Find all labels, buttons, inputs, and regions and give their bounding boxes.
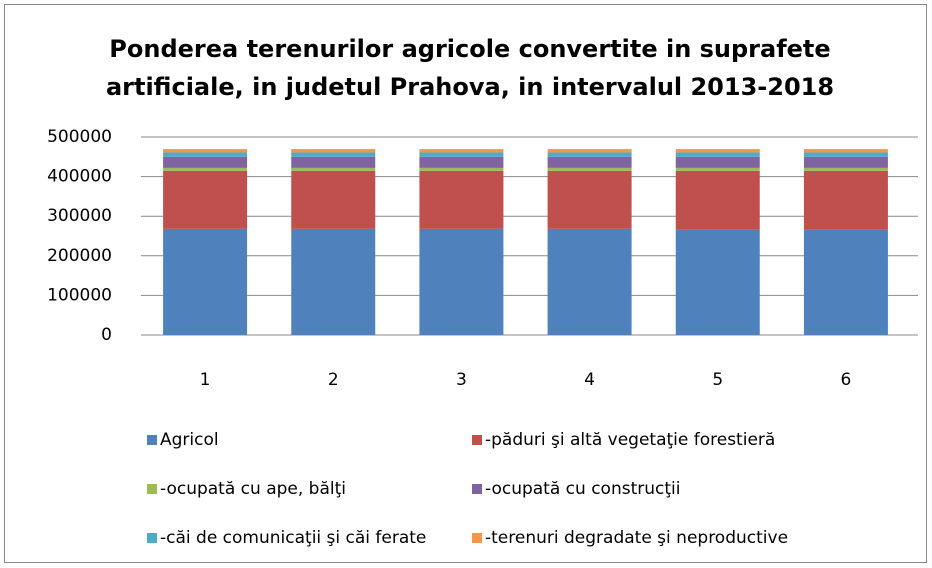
legend-label: -păduri şi altă vegetaţie forestieră xyxy=(485,430,775,450)
bar-segment xyxy=(291,156,376,168)
y-tick-label: 200000 xyxy=(47,246,112,266)
bar-segment xyxy=(419,149,504,153)
bar-segment xyxy=(163,156,248,168)
bar-segment xyxy=(803,152,888,157)
legend-label: -terenuri degradate şi neproductive xyxy=(485,528,788,548)
bar-segment xyxy=(803,156,888,168)
legend-label: -ocupată cu construcţii xyxy=(485,479,680,499)
x-tick-label: 1 xyxy=(200,370,211,390)
bar-segment xyxy=(547,228,632,335)
bar-segment xyxy=(291,167,376,171)
bar-segment xyxy=(675,170,760,230)
bar-segment xyxy=(419,170,504,229)
bar-segment xyxy=(163,167,248,171)
y-tick-label: 300000 xyxy=(47,206,112,226)
bar-segment xyxy=(291,149,376,153)
bar-segment xyxy=(675,156,760,168)
legend-swatch xyxy=(147,533,157,543)
bar-segment xyxy=(419,156,504,168)
legend-swatch xyxy=(472,533,482,543)
legend-label: -ocupată cu ape, bălţi xyxy=(160,479,346,499)
chart-title: artificiale, in judetul Prahova, in inte… xyxy=(106,73,834,101)
bar-segment xyxy=(675,229,760,335)
legend-label: Agricol xyxy=(160,430,219,450)
legend-label: -căi de comunicaţii şi căi ferate xyxy=(160,528,426,548)
x-tick-label: 5 xyxy=(712,370,723,390)
legend-swatch xyxy=(472,435,482,445)
bar-segment xyxy=(547,156,632,168)
bar-segment xyxy=(291,170,376,229)
y-tick-label: 500000 xyxy=(47,127,112,147)
x-tick-label: 2 xyxy=(328,370,339,390)
bar-segment xyxy=(163,228,248,335)
bar-segment xyxy=(163,152,248,157)
bar-segment xyxy=(547,152,632,157)
bar-segment xyxy=(419,152,504,157)
bar-segment xyxy=(675,149,760,153)
bar-segment xyxy=(291,228,376,335)
chart-title: Ponderea terenurilor agricole convertite… xyxy=(109,35,830,63)
bar-segment xyxy=(291,152,376,157)
legend-swatch xyxy=(147,484,157,494)
bar-segment xyxy=(547,149,632,153)
y-tick-label: 100000 xyxy=(47,285,112,305)
bar-segment xyxy=(547,170,632,229)
y-tick-label: 400000 xyxy=(47,167,112,187)
bar-segment xyxy=(163,170,248,229)
bar-segment xyxy=(419,167,504,171)
bar-segment xyxy=(675,167,760,171)
x-tick-label: 3 xyxy=(456,370,467,390)
bar-segment xyxy=(419,228,504,335)
legend-swatch xyxy=(147,435,157,445)
bar-segment xyxy=(803,229,888,335)
bar-segment xyxy=(675,152,760,157)
legend-swatch xyxy=(472,484,482,494)
y-tick-label: 0 xyxy=(101,325,112,345)
bar-segment xyxy=(547,167,632,171)
bar-segment xyxy=(163,149,248,153)
bar-segment xyxy=(803,149,888,153)
bar-segment xyxy=(803,170,888,230)
bar-segment xyxy=(803,167,888,171)
x-tick-label: 4 xyxy=(584,370,595,390)
x-tick-label: 6 xyxy=(841,370,852,390)
